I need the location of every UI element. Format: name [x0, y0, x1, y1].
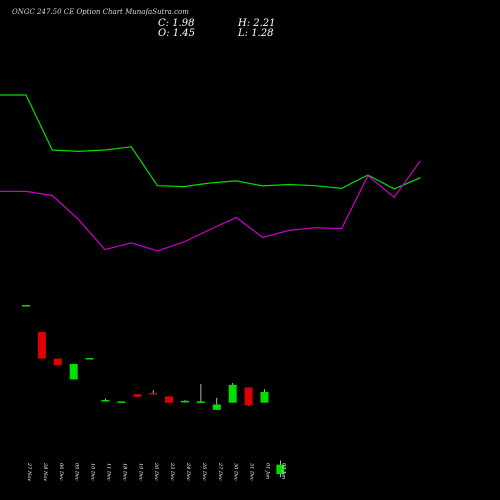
x-tick-label: 27 Nov [26, 462, 32, 481]
candle-body [85, 358, 94, 360]
candle-body [165, 396, 174, 403]
candle [85, 358, 94, 360]
candle [69, 363, 78, 380]
x-axis-ticks: 27 Nov 28 Nov 06 Dec 09 Dec 10 Dec 11 Dec 18 D… [26, 462, 286, 481]
x-tick-label: 11 Dec [106, 463, 112, 481]
x-tick-label: 28 Nov [42, 462, 48, 481]
candle [276, 460, 285, 478]
candle-body [276, 464, 285, 475]
low-value: L: 1.28 [237, 28, 273, 39]
candle [212, 397, 221, 410]
candle-body [244, 387, 253, 406]
x-tick-label: 02 Jan [280, 463, 286, 479]
candle [165, 396, 174, 403]
candle-body [149, 392, 158, 395]
candle [260, 389, 269, 403]
open-value: O: 1.45 [158, 28, 195, 39]
moving-average-lines [0, 94, 421, 252]
high-value: H: 2.21 [237, 18, 276, 29]
candle-body [212, 404, 221, 410]
candle-body [133, 394, 142, 397]
candle-body [37, 332, 46, 359]
x-tick-label: 23 Dec [169, 462, 175, 481]
x-tick-label: 31 Dec [249, 463, 255, 481]
candle-body [117, 401, 126, 403]
candle-body [22, 305, 30, 307]
x-tick-label: 20 Dec [153, 462, 159, 481]
series-line-1 [0, 94, 421, 190]
candle [117, 401, 126, 403]
candlesticks [22, 305, 285, 478]
candle [101, 398, 110, 402]
close-value: C: 1.98 [158, 18, 194, 29]
x-tick-label: 18 Dec [121, 463, 127, 481]
candle [22, 305, 30, 307]
candle [228, 383, 237, 403]
x-tick-label: 06 Dec [58, 463, 64, 481]
x-tick-label: 26 Dec [201, 462, 207, 481]
x-tick-label: 19 Dec [137, 463, 143, 481]
candle-body [196, 401, 205, 403]
x-tick-label: 27 Dec [217, 462, 223, 481]
candle [244, 387, 253, 406]
candle [53, 358, 62, 366]
candle-body [260, 391, 269, 403]
candle-body [101, 400, 110, 402]
x-tick-label: 30 Dec [233, 463, 239, 481]
x-tick-label: 01 Jan [265, 463, 271, 479]
candle [196, 383, 205, 403]
candle-body [181, 400, 189, 403]
x-tick-label: 24 Dec [185, 462, 191, 481]
candle-body [69, 363, 78, 380]
chart-title: ONGC 247.50 CE Option Chart MunafaSutra.… [12, 8, 189, 16]
candle [133, 394, 142, 397]
candle [181, 400, 189, 403]
candle-body [53, 358, 62, 366]
candle [37, 332, 46, 359]
series-line-2 [0, 160, 421, 252]
candle [149, 390, 158, 395]
candle-body [228, 384, 237, 403]
x-tick-label: 09 Dec [74, 463, 80, 481]
x-tick-label: 10 Dec [90, 463, 96, 481]
